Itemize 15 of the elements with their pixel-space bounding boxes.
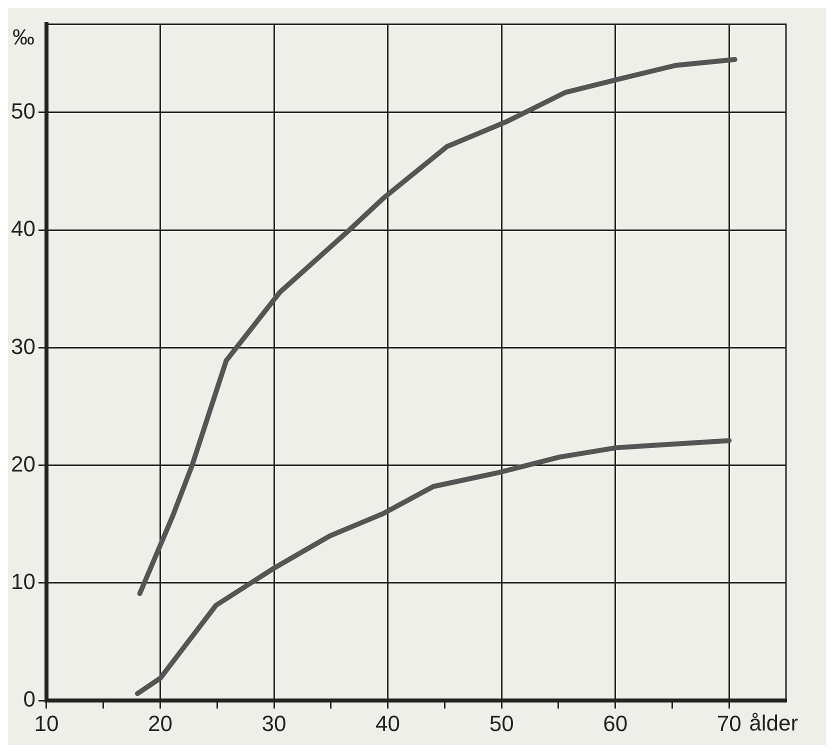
y-tick-label: 30: [10, 334, 36, 359]
y-axis-title: ‰: [12, 24, 34, 50]
x-axis-title: ålder: [749, 710, 798, 736]
x-tick-label: 40: [376, 710, 400, 736]
y-tick-label: 20: [10, 451, 36, 476]
y-tick-label: 40: [10, 216, 36, 242]
y-tick-label: 0: [23, 686, 36, 712]
x-tick-label: 20: [148, 710, 172, 736]
y-tick-label: 10: [10, 569, 36, 594]
x-tick-label: 60: [603, 710, 628, 736]
x-tick-label: 10: [34, 710, 59, 736]
x-tick-label: 70: [716, 710, 742, 736]
x-tick-label: 30: [262, 710, 286, 736]
x-tick-label: 50: [489, 710, 514, 736]
y-tick-label: 50: [10, 98, 36, 124]
